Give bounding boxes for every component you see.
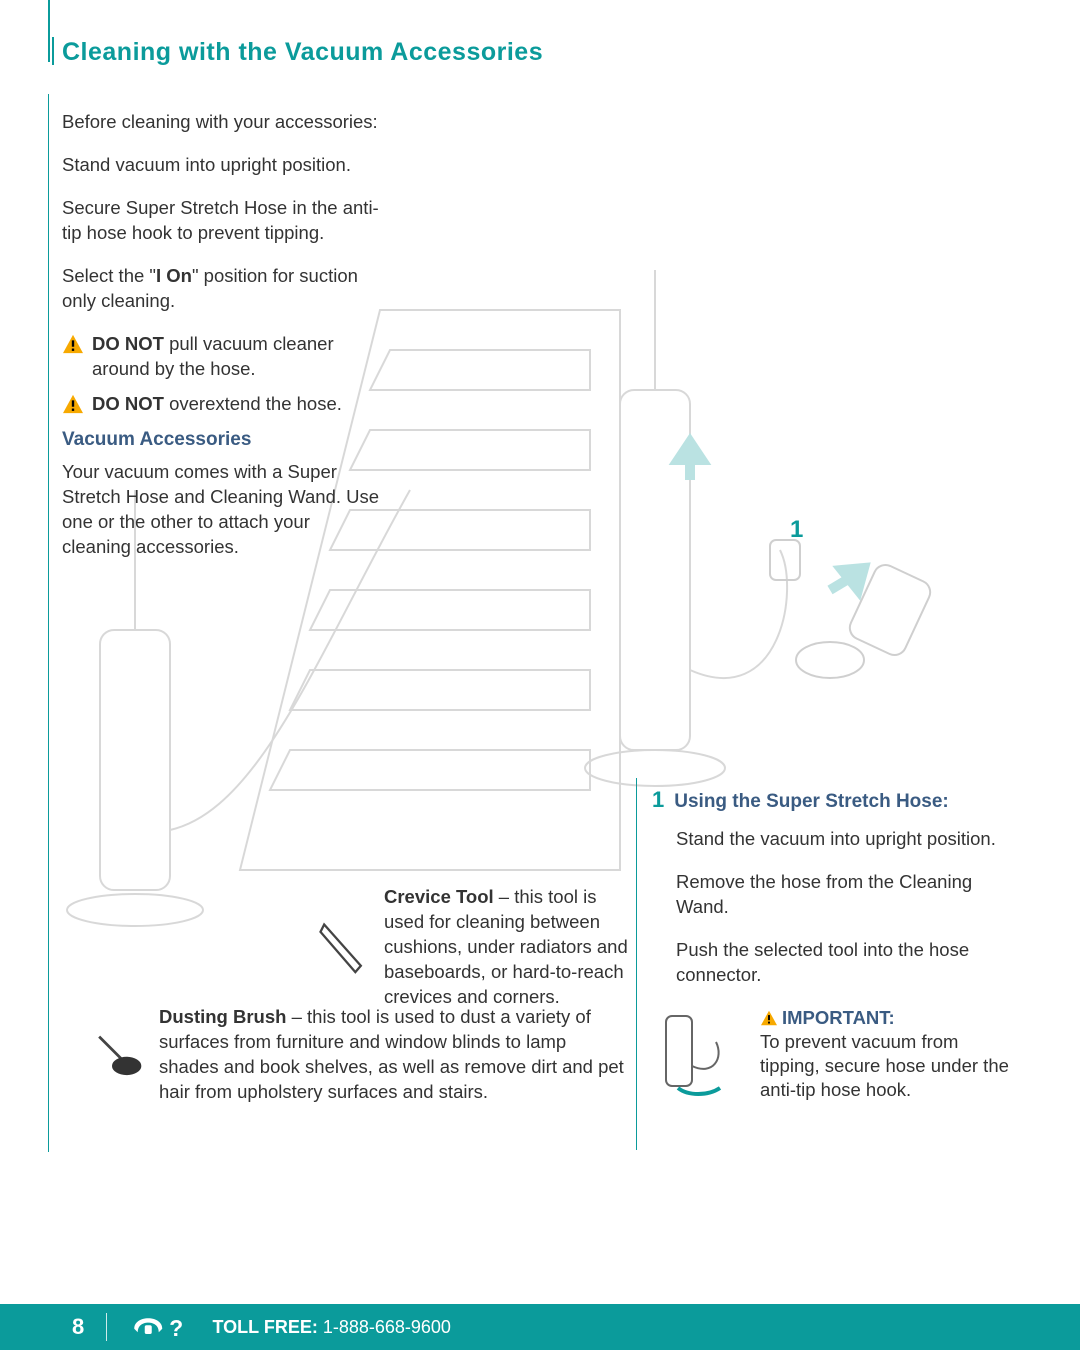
page-title: Cleaning with the Vacuum Accessories — [62, 38, 543, 67]
step1-p1: Stand the vacuum into upright position. — [676, 827, 1012, 852]
intro-p3: Secure Super Stretch Hose in the anti-ti… — [62, 196, 382, 246]
dusting-brush-callout: Dusting Brush – this tool is used to dus… — [90, 1005, 630, 1105]
title-left-rule — [48, 0, 50, 62]
important-text: To prevent vacuum from tipping, secure h… — [760, 1030, 1012, 1102]
footer-divider — [106, 1313, 107, 1341]
content-right-rule — [636, 778, 637, 1150]
warning-icon — [760, 1010, 778, 1026]
crevice-tool-icon — [315, 885, 370, 1010]
important-callout: IMPORTANT: To prevent vacuum from tippin… — [658, 1006, 1012, 1102]
step-title: Using the Super Stretch Hose: — [674, 789, 949, 815]
intro-p1: Before cleaning with your accessories: — [62, 110, 382, 135]
content-left-rule — [48, 94, 49, 1152]
crevice-tool-callout: Crevice Tool – this tool is used for cle… — [315, 885, 635, 1010]
title-inner-rule — [52, 37, 54, 65]
page-number: 8 — [72, 1314, 84, 1340]
step-1-head: 1 Using the Super Stretch Hose: — [652, 785, 1012, 815]
intro-p4: Select the "I On" position for suction o… — [62, 264, 382, 314]
subhead-accessories: Vacuum Accessories — [62, 427, 382, 453]
warning-2: DO NOT overextend the hose. — [62, 392, 382, 417]
warning-1: DO NOT pull vacuum cleaner around by the… — [62, 332, 382, 382]
toll-free: TOLL FREE: 1-888-668-9600 — [213, 1317, 451, 1338]
intro-p2: Stand vacuum into upright position. — [62, 153, 382, 178]
step1-p2: Remove the hose from the Cleaning Wand. — [676, 870, 1012, 920]
warning-icon — [62, 334, 84, 354]
dusting-brush-icon — [90, 1005, 145, 1105]
anti-tip-hook-illustration — [658, 1006, 750, 1098]
page-footer: 8 ? TOLL FREE: 1-888-668-9600 — [0, 1304, 1080, 1350]
diagram-step-number: 1 — [790, 516, 803, 544]
phone-help-icon: ? — [129, 1313, 190, 1341]
step-number: 1 — [652, 785, 664, 815]
accessories-desc: Your vacuum comes with a Super Stretch H… — [62, 460, 382, 560]
step1-p3: Push the selected tool into the hose con… — [676, 938, 1012, 988]
step-column: 1 Using the Super Stretch Hose: Stand th… — [652, 785, 1012, 1102]
important-label: IMPORTANT: — [760, 1006, 1012, 1030]
intro-column: Before cleaning with your accessories: S… — [62, 110, 382, 578]
warning-icon — [62, 394, 84, 414]
svg-text:?: ? — [170, 1315, 184, 1341]
